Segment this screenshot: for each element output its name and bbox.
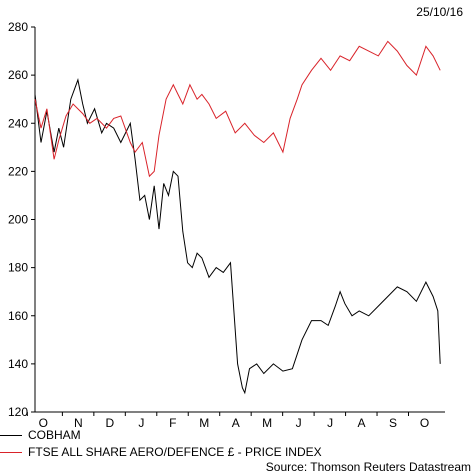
legend-swatch-ftse — [0, 452, 22, 454]
y-tick-label: 180 — [8, 261, 28, 275]
date-label: 25/10/16 — [416, 5, 463, 19]
series-line-cobham — [34, 78, 441, 395]
x-tick-label: M — [199, 416, 209, 430]
legend-swatch-cobham — [0, 435, 22, 437]
y-tick-label: 160 — [8, 309, 28, 323]
series-line-ftse — [34, 40, 441, 178]
x-tick-label: O — [39, 416, 48, 430]
x-tick-label: F — [169, 416, 176, 430]
y-tick-label: 140 — [8, 357, 28, 371]
x-tick-label: S — [389, 416, 397, 430]
y-tick-label: 220 — [8, 164, 28, 178]
x-tick-label: A — [232, 416, 240, 430]
legend-item-cobham: COBHAM — [0, 428, 81, 442]
legend-item-ftse: FTSE ALL SHARE AERO/DEFENCE £ - PRICE IN… — [0, 445, 322, 459]
source-note: Source: Thomson Reuters Datastream — [265, 460, 471, 474]
y-tick-label: 240 — [8, 116, 28, 130]
x-tick-label: D — [106, 416, 115, 430]
x-tick-label: N — [74, 416, 83, 430]
x-tick-label: J — [138, 416, 144, 430]
chart-series-lines — [34, 40, 441, 395]
x-tick-label: J — [327, 416, 333, 430]
chart-axes: 120 140 160 180 200 220 240 260 280 O N D J F M A M J J A S O — [8, 20, 445, 430]
y-tick-label: 280 — [8, 20, 28, 34]
x-tick-label: A — [358, 416, 366, 430]
x-tick-label: J — [296, 416, 302, 430]
x-tick-label: M — [262, 416, 272, 430]
y-tick-label: 260 — [8, 68, 28, 82]
x-tick-label: O — [420, 416, 429, 430]
legend-label-ftse: FTSE ALL SHARE AERO/DEFENCE £ - PRICE IN… — [28, 445, 322, 459]
legend-label-cobham: COBHAM — [28, 428, 81, 442]
y-tick-label: 200 — [8, 213, 28, 227]
y-tick-label: 120 — [8, 405, 28, 419]
